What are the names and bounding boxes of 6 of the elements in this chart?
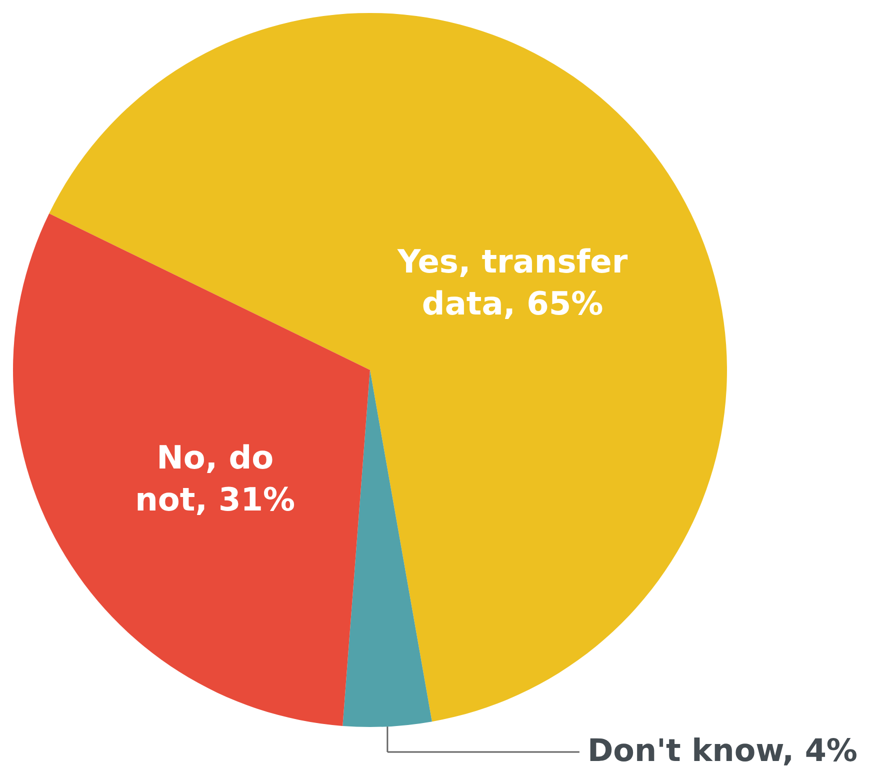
- pie-slice: [14, 214, 370, 726]
- slice-label: Don't know, 4%: [587, 733, 858, 769]
- slice-label: Yes, transfer data, 65%: [396, 242, 628, 323]
- pie-slice: [342, 370, 432, 727]
- pie-slice: [49, 13, 727, 722]
- slice-label: No, do not, 31%: [135, 438, 296, 519]
